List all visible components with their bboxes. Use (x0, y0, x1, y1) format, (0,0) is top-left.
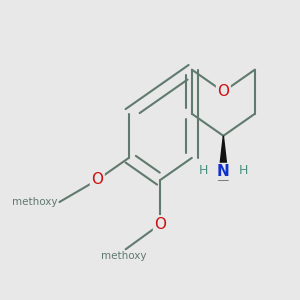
Text: O: O (91, 172, 103, 188)
Text: O: O (218, 84, 230, 99)
Text: H: H (199, 164, 208, 177)
Text: methoxy: methoxy (101, 251, 147, 261)
Text: H: H (238, 164, 248, 177)
Text: methoxy: methoxy (12, 197, 58, 207)
Text: O: O (154, 217, 166, 232)
Polygon shape (218, 136, 228, 180)
Text: N: N (217, 164, 230, 179)
